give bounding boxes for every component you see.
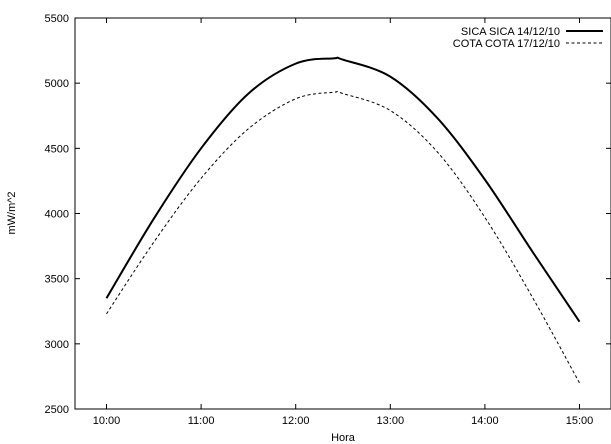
x-tick-label: 12:00 <box>282 415 310 427</box>
series-layer <box>105 56 581 384</box>
tick-labels: 2500 3000 3500 4000 4500 5000 5500 10:00 11:00 12… <box>45 13 594 427</box>
y-tick-label: 5500 <box>45 13 69 25</box>
series-line-cota-cota <box>106 90 580 384</box>
x-axis-title: Hora <box>331 432 356 444</box>
y-tick-label: 4000 <box>45 209 69 221</box>
y-tick-label: 3000 <box>45 339 69 351</box>
x-tick-label: 13:00 <box>377 415 405 427</box>
axis-ticks <box>75 17 611 410</box>
x-tick-label: 14:00 <box>471 415 499 427</box>
series-line-sica-sica <box>105 56 581 323</box>
x-tick-label: 11:00 <box>188 415 215 427</box>
legend-label: SICA SICA 14/12/10 <box>461 26 560 38</box>
plot-frame <box>74 17 611 410</box>
y-tick-label: 4500 <box>45 143 69 155</box>
x-tick-label: 10:00 <box>93 415 121 427</box>
y-tick-label: 2500 <box>45 404 69 416</box>
y-tick-label: 3500 <box>45 274 69 286</box>
y-tick-label: 5000 <box>45 78 69 90</box>
legend-label: COTA COTA 17/12/10 <box>453 38 560 50</box>
y-axis-title: mW/m^2 <box>6 191 18 234</box>
x-tick-label: 15:00 <box>566 415 594 427</box>
